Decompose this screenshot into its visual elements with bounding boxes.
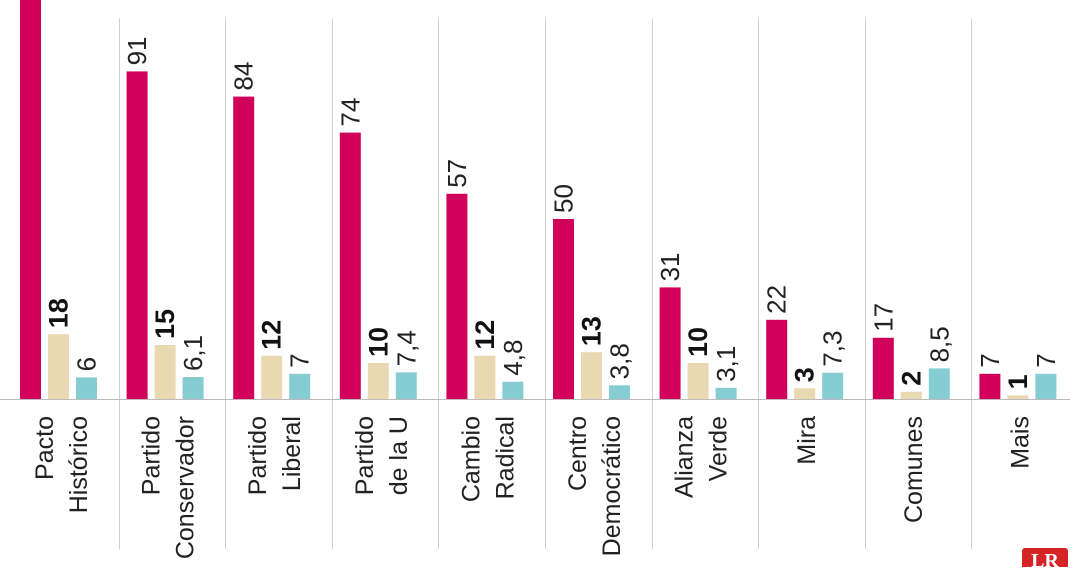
category-label-line: Comunes (900, 416, 928, 523)
category-label-1: Pacto Histórico (31, 416, 93, 513)
value-label-s1-7: 31 (655, 252, 685, 281)
value-label-s1-2: 91 (122, 36, 152, 65)
bar-s1-1 (20, 0, 41, 399)
value-label-s2-5: 12 (470, 320, 500, 350)
value-label-s2-8: 3 (790, 367, 820, 382)
value-label-s1-4: 74 (335, 98, 365, 127)
bar-s2-4 (367, 363, 389, 399)
value-label-s3-10: 7 (1031, 353, 1061, 367)
category-label-10: Mais (1006, 416, 1034, 469)
value-label-s3-3: 7 (285, 353, 315, 367)
value-label-s1-5: 57 (442, 159, 472, 188)
category-label-line: Conservador (172, 416, 200, 559)
category-label-line: Mira (793, 416, 821, 465)
value-label-s1-10: 7 (975, 353, 1005, 367)
bar-s2-7 (687, 363, 709, 399)
value-label-s2-9: 2 (896, 371, 926, 386)
category-label-5: Cambio Radical (457, 416, 519, 502)
value-label-s3-8: 7,3 (818, 331, 848, 367)
bar-s1-3 (233, 96, 255, 399)
value-label-s3-2: 6,1 (178, 335, 208, 371)
bar-s3-8 (822, 372, 844, 399)
category-label-line: Partido (244, 416, 272, 495)
category-label-line: Alianza (671, 416, 699, 498)
category-label-line: Verde (705, 416, 733, 481)
value-label-s1-3: 84 (229, 62, 259, 91)
category-label-8: Mira (793, 416, 821, 465)
value-label-s2-10: 1 (1003, 374, 1033, 389)
value-label-s2-2: 15 (150, 309, 180, 339)
value-label-s2-6: 13 (577, 316, 607, 346)
category-label-line: Radical (491, 416, 519, 499)
bar-s1-5 (446, 193, 468, 399)
category-label-line: Partido (351, 416, 379, 495)
bar-s3-1 (76, 377, 97, 399)
category-label-line: Partido (138, 416, 166, 495)
bar-s3-5 (502, 381, 524, 399)
bar-s2-1 (48, 334, 69, 399)
bar-s2-8 (794, 388, 816, 399)
bar-s1-10 (979, 373, 1001, 399)
category-label-3: Partido Liberal (244, 416, 306, 495)
bar-s2-5 (474, 355, 496, 399)
bar-s3-4 (395, 372, 417, 399)
value-label-s2-1: 18 (44, 298, 74, 328)
category-label-line: Democrático (598, 416, 626, 556)
category-label-line: Histórico (65, 416, 93, 513)
bar-s2-9 (900, 391, 922, 399)
value-label-s2-4: 10 (363, 327, 393, 357)
category-label-line: Cambio (457, 416, 485, 502)
value-label-s1-8: 22 (762, 285, 792, 314)
value-label-s3-5: 4,8 (498, 340, 528, 376)
category-label-line: Centro (564, 416, 592, 491)
category-label-2: Partido Conservador (138, 416, 200, 559)
bar-s2-10 (1007, 395, 1029, 399)
value-label-s3-7: 3,1 (711, 346, 741, 382)
bar-s2-6 (581, 352, 602, 399)
bar-s1-7 (659, 287, 681, 399)
value-label-s3-4: 7,4 (391, 330, 421, 366)
bar-s3-6 (609, 385, 630, 399)
category-label-line: Mais (1006, 416, 1034, 469)
bar-s1-4 (339, 132, 361, 399)
value-label-s3-6: 3,8 (605, 343, 635, 379)
category-label-9: Comunes (900, 416, 928, 523)
bar-s1-9 (872, 337, 894, 399)
bar-s3-9 (928, 368, 950, 399)
value-label-s1-9: 17 (868, 303, 898, 332)
brand-logo-text: LR (1031, 550, 1059, 572)
value-label-s1-6: 50 (549, 184, 579, 213)
brand-logo: LR (1022, 548, 1068, 572)
value-label-s3-1: 6 (72, 357, 102, 371)
category-label-line: Liberal (278, 416, 306, 491)
category-label-4: Partido de la U (351, 416, 413, 495)
category-label-line: de la U (385, 416, 413, 495)
bar-s2-2 (154, 345, 176, 399)
category-label-line: Pacto (31, 416, 59, 480)
bar-s1-6 (553, 219, 574, 399)
category-label-7: Alianza Verde (671, 416, 733, 498)
value-label-s2-3: 12 (257, 320, 287, 350)
bar-s2-3 (261, 355, 283, 399)
bar-s1-2 (126, 71, 148, 400)
value-label-s2-7: 10 (683, 327, 713, 357)
category-label-6: Centro Democrático (564, 416, 626, 556)
bar-s3-10 (1035, 373, 1057, 399)
value-label-s3-9: 8,5 (924, 326, 954, 362)
bar-s3-2 (182, 377, 204, 399)
bar-s1-8 (766, 319, 788, 399)
bar-s3-3 (289, 373, 311, 399)
bar-s3-7 (715, 387, 737, 399)
